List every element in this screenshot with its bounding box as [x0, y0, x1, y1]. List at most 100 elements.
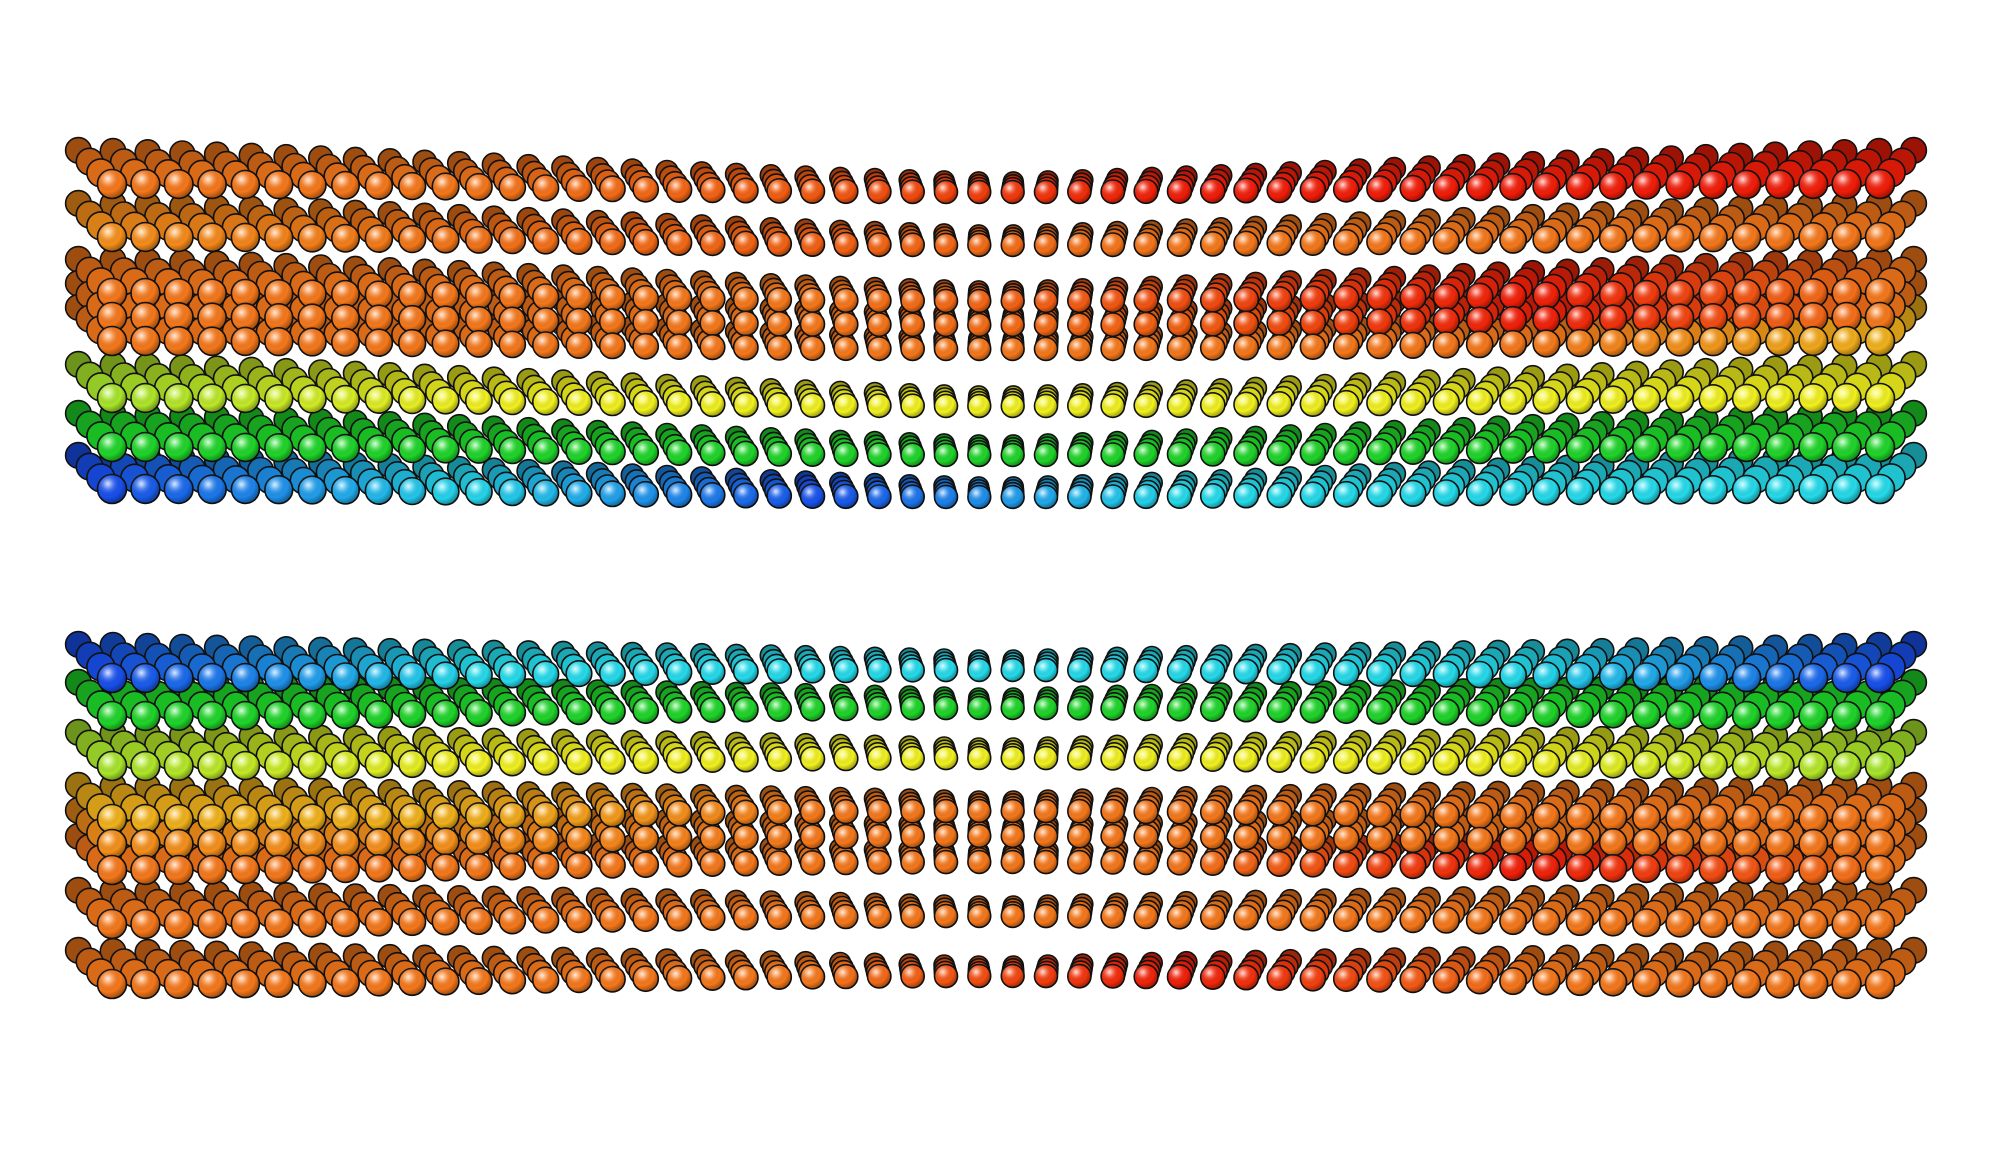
atom-sphere-highlight [499, 227, 526, 254]
atom-sphere-highlight [1200, 441, 1225, 466]
atom-sphere-highlight [1001, 443, 1025, 467]
atom-sphere-highlight [834, 484, 858, 509]
atom-sphere-highlight [1400, 308, 1426, 335]
atom-sphere-highlight [499, 479, 526, 506]
atom-sphere-highlight [365, 281, 393, 309]
atom-sphere-highlight [733, 697, 758, 722]
atom-sphere-highlight [432, 750, 459, 777]
atom-sphere-highlight [398, 750, 426, 778]
atom-sphere-highlight [566, 332, 592, 359]
atom-sphere-highlight [532, 175, 559, 201]
atom-sphere-highlight [231, 327, 260, 356]
atom-sphere-highlight [1466, 331, 1493, 358]
atom-sphere-highlight [1067, 313, 1091, 337]
atom-sphere-highlight [1300, 482, 1326, 508]
atom-sphere-highlight [97, 474, 127, 504]
atom-sphere-highlight [1732, 327, 1761, 356]
atom-sphere-highlight [1666, 328, 1694, 356]
atom-sphere-highlight [633, 481, 659, 507]
atom-sphere-highlight [633, 748, 659, 774]
atom-sphere-highlight [499, 283, 526, 310]
atom-sphere-highlight [867, 746, 891, 770]
atom-sphere-highlight [834, 799, 858, 824]
atom-sphere-highlight [967, 850, 991, 874]
atom-sphere-highlight [264, 969, 293, 998]
atom-sphere-highlight [1101, 964, 1125, 988]
atom-sphere-highlight [164, 432, 193, 462]
atom-sphere-highlight [1167, 904, 1192, 929]
atom-sphere-highlight [499, 307, 526, 334]
atom-sphere-highlight [1034, 394, 1058, 418]
atom-sphere-highlight [1234, 311, 1259, 336]
atom-sphere-highlight [499, 907, 526, 934]
atom-sphere-highlight [331, 328, 360, 356]
atom-sphere-highlight [1200, 747, 1225, 772]
atom-sphere-highlight [365, 750, 393, 778]
atom-sphere-highlight [1732, 804, 1761, 833]
atom-sphere-highlight [934, 824, 958, 848]
atom-sphere-highlight [1666, 663, 1694, 691]
atom-sphere-highlight [967, 443, 991, 467]
atom-sphere-highlight [566, 906, 592, 933]
atom-sphere-highlight [1167, 658, 1192, 683]
atom-sphere-highlight [1533, 436, 1560, 463]
atom-sphere-highlight [1599, 662, 1627, 690]
atom-sphere-highlight [1799, 432, 1828, 462]
upper-atom-block [64, 136, 1928, 510]
atom-sphere-highlight [1433, 389, 1460, 415]
atom-sphere-highlight [264, 701, 293, 730]
atom-sphere-highlight [1865, 751, 1895, 781]
atom-sphere-highlight [700, 965, 725, 991]
atom-sphere-highlight [1234, 965, 1259, 990]
atom-sphere-highlight [1267, 230, 1292, 256]
atom-sphere-highlight [1732, 751, 1761, 780]
atom-sphere-highlight [532, 853, 559, 879]
atom-sphere-highlight [967, 904, 991, 928]
atom-sphere-highlight [198, 701, 227, 730]
atom-sphere-highlight [1400, 748, 1426, 775]
atom-sphere-highlight [131, 909, 160, 939]
atom-sphere-highlight [1699, 751, 1728, 780]
atom-sphere-highlight [97, 326, 127, 356]
atom-sphere-highlight [1200, 392, 1225, 417]
atom-sphere-highlight [432, 968, 459, 995]
atom-sphere-highlight [1666, 751, 1694, 779]
atom-sphere-highlight [1765, 384, 1794, 413]
atom-sphere-highlight [934, 850, 958, 874]
atom-sphere-highlight [599, 439, 626, 465]
atom-sphere-highlight [1234, 441, 1259, 466]
atom-sphere-highlight [1533, 854, 1560, 881]
atom-sphere-highlight [1533, 828, 1560, 855]
atom-sphere-highlight [131, 169, 160, 199]
atom-sphere-highlight [365, 305, 393, 333]
atom-sphere-highlight [1865, 909, 1895, 939]
atom-sphere-highlight [1400, 332, 1426, 359]
atom-sphere-highlight [767, 178, 792, 203]
atom-sphere-highlight [1433, 438, 1460, 464]
atom-sphere-highlight [532, 480, 559, 506]
atom-sphere-highlight [532, 332, 559, 358]
atom-sphere-highlight [1632, 476, 1661, 504]
atom-sphere-highlight [1366, 966, 1393, 992]
atom-sphere-highlight [1566, 477, 1594, 505]
atom-sphere-highlight [834, 658, 858, 683]
atom-sphere-highlight [198, 223, 227, 252]
atom-sphere-highlight [1865, 383, 1895, 413]
atom-sphere-highlight [499, 827, 526, 854]
atom-sphere-highlight [1067, 337, 1091, 361]
atom-sphere-highlight [1333, 801, 1359, 827]
atom-sphere-highlight [1566, 172, 1594, 200]
atom-sphere-highlight [131, 751, 160, 781]
atom-sphere-highlight [465, 802, 493, 830]
atom-sphere-highlight [566, 826, 592, 853]
atom-sphere-highlight [700, 659, 725, 685]
atom-sphere-highlight [767, 231, 792, 256]
atom-sphere-highlight [1300, 286, 1326, 312]
atom-sphere-highlight [365, 854, 393, 882]
atom-sphere-highlight [666, 800, 692, 826]
atom-sphere-highlight [599, 698, 626, 724]
atom-sphere-highlight [1499, 967, 1527, 995]
atom-sphere-highlight [198, 170, 227, 199]
atom-sphere-highlight [1234, 800, 1259, 825]
atom-sphere-highlight [1234, 851, 1259, 876]
